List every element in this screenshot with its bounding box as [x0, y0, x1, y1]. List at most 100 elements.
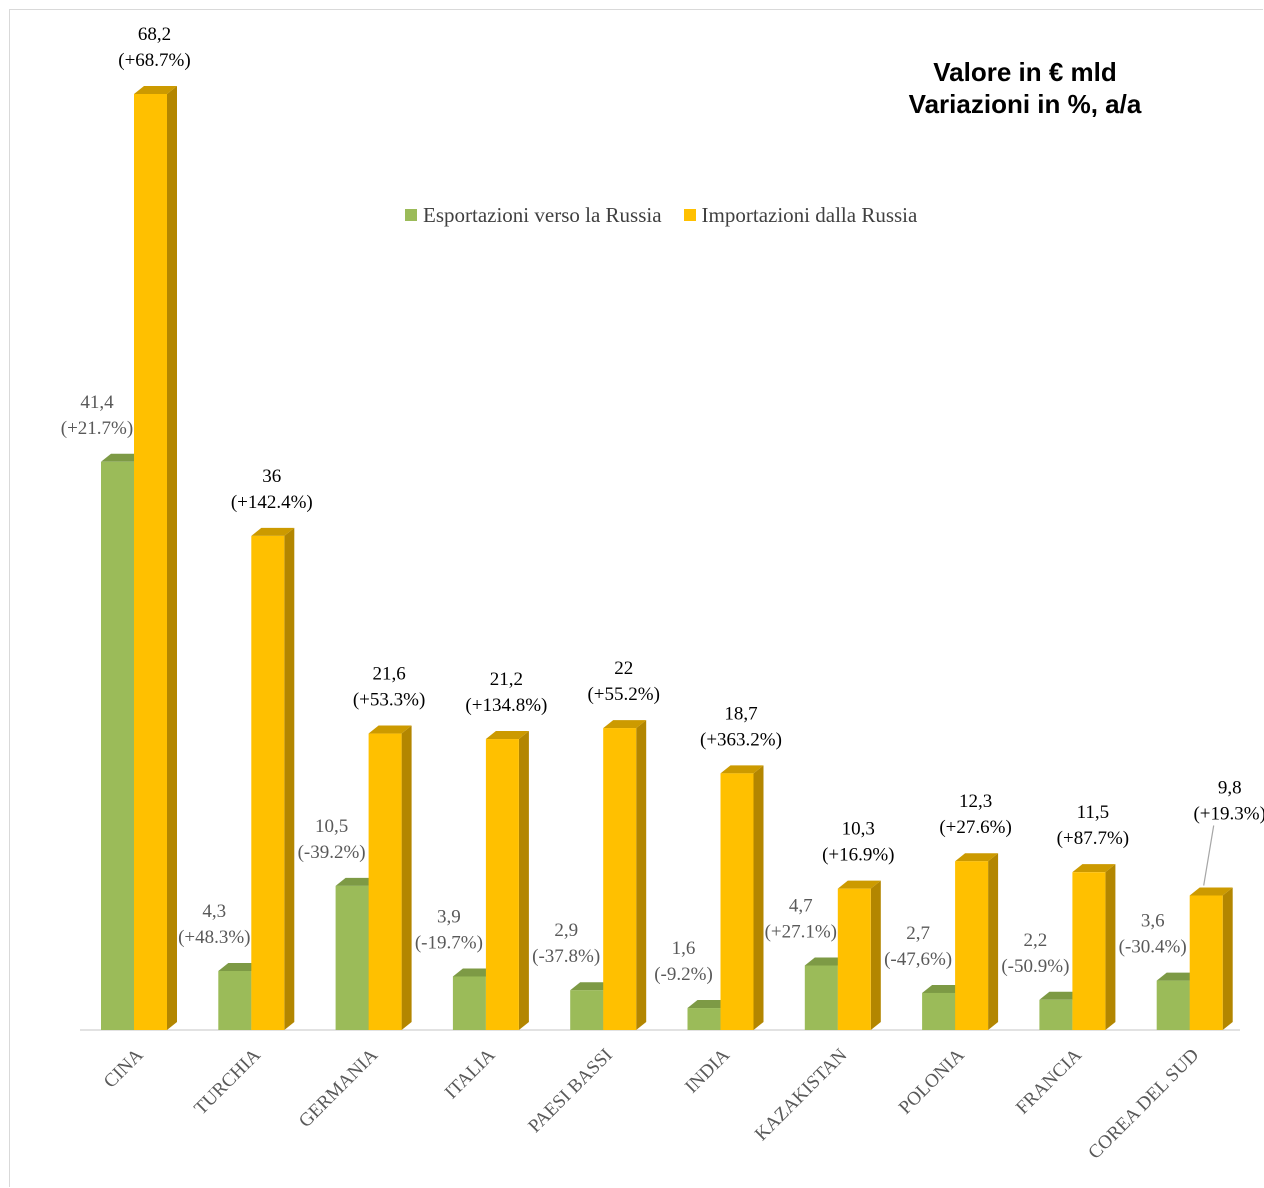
bar-imports-1 — [251, 535, 285, 1030]
leader-line-imports-9 — [1203, 825, 1215, 886]
bar-exports-top-2 — [335, 877, 379, 886]
data-label-imports-change-8: (+87.7%) — [1057, 828, 1129, 849]
bar-imports-side-0 — [167, 86, 177, 1030]
bar-imports-0 — [134, 94, 167, 1030]
data-label-exports-value-0: 41,4 — [80, 392, 114, 413]
data-label-imports-value-0: 68,2 — [138, 24, 171, 45]
bar-imports-9 — [1189, 895, 1223, 1030]
data-label-exports-value-4: 2,9 — [554, 920, 578, 941]
legend-swatch-exports — [405, 209, 417, 221]
category-label-7: POLONIA — [895, 1044, 969, 1118]
bar-imports-top-5 — [720, 765, 764, 774]
data-label-imports-value-4: 22 — [614, 658, 633, 679]
legend-item-exports: Esportazioni verso la Russia — [405, 203, 662, 228]
data-label-imports-change-7: (+27.6%) — [939, 817, 1011, 838]
chart-legend: Esportazioni verso la Russia Importazion… — [405, 200, 939, 230]
bar-imports-top-7 — [955, 853, 999, 862]
data-label-exports-change-9: (-30.4%) — [1119, 937, 1187, 958]
bar-imports-4 — [603, 728, 637, 1030]
bar-imports-side-3 — [518, 731, 529, 1030]
bar-imports-top-3 — [485, 731, 529, 740]
bar-imports-6 — [837, 888, 871, 1030]
bar-exports-2 — [335, 885, 369, 1030]
bar-imports-side-8 — [1105, 864, 1116, 1030]
data-label-exports-value-5: 1,6 — [672, 938, 696, 959]
category-label-8: FRANCIA — [1012, 1044, 1086, 1118]
data-label-exports-value-2: 10,5 — [315, 816, 348, 837]
bar-imports-5 — [720, 773, 754, 1030]
bar-imports-top-9 — [1189, 887, 1233, 896]
data-label-imports-value-7: 12,3 — [959, 791, 992, 812]
bar-exports-5 — [687, 1008, 721, 1030]
data-label-exports-change-0: (+21.7%) — [61, 418, 133, 439]
category-label-1: TURCHIA — [190, 1044, 265, 1119]
bar-imports-top-6 — [837, 880, 881, 889]
data-label-exports-change-5: (-9.2%) — [654, 964, 713, 985]
chart-frame — [9, 9, 1263, 1187]
data-label-imports-change-6: (+16.9%) — [822, 845, 894, 866]
bar-exports-top-1 — [218, 962, 262, 971]
bar-exports-top-9 — [1156, 972, 1200, 981]
data-label-imports-value-5: 18,7 — [724, 703, 757, 724]
data-label-imports-change-0: (+68.7%) — [118, 50, 190, 71]
category-label-5: INDIA — [681, 1044, 734, 1097]
data-label-exports-value-9: 3,6 — [1141, 911, 1165, 932]
data-label-imports-value-1: 36 — [262, 466, 281, 487]
bar-imports-side-4 — [636, 720, 647, 1030]
data-label-exports-value-1: 4,3 — [202, 901, 226, 922]
bar-imports-side-5 — [753, 765, 764, 1030]
bar-exports-4 — [570, 990, 604, 1030]
data-label-imports-value-9: 9,8 — [1218, 778, 1242, 799]
bar-imports-7 — [955, 861, 989, 1030]
data-label-exports-change-3: (-19.7%) — [415, 932, 483, 953]
category-label-9: COREA DEL SUD — [1084, 1045, 1203, 1164]
bar-imports-8 — [1072, 872, 1106, 1030]
bar-imports-side-1 — [284, 527, 295, 1030]
data-label-imports-change-2: (+53.3%) — [353, 690, 425, 711]
data-label-imports-change-9: (+19.3%) — [1193, 804, 1264, 825]
bar-imports-side-2 — [401, 725, 412, 1030]
data-label-exports-change-8: (-50.9%) — [1001, 956, 1069, 977]
bar-exports-top-5 — [687, 1000, 731, 1009]
chart-title-line-2: Variazioni in %, a/a — [908, 89, 1142, 119]
data-label-imports-value-8: 11,5 — [1077, 802, 1110, 823]
bar-exports-6 — [804, 965, 838, 1030]
bar-imports-side-6 — [870, 880, 881, 1030]
bar-exports-top-3 — [452, 968, 496, 977]
data-label-imports-value-2: 21,6 — [372, 664, 405, 685]
chart-title-line-1: Valore in € mld — [933, 57, 1117, 87]
bar-exports-top-6 — [804, 957, 848, 966]
data-label-exports-change-6: (+27.1%) — [765, 921, 837, 942]
data-label-exports-value-8: 2,2 — [1024, 930, 1048, 951]
category-label-2: GERMANIA — [295, 1044, 382, 1131]
bar-imports-top-0 — [134, 86, 177, 94]
bar-exports-top-0 — [101, 453, 144, 462]
bar-exports-0 — [101, 461, 134, 1030]
bar-exports-7 — [922, 992, 956, 1030]
data-label-imports-value-3: 21,2 — [490, 669, 523, 690]
category-label-3: ITALIA — [441, 1044, 500, 1103]
legend-swatch-imports — [683, 209, 696, 221]
data-label-exports-value-3: 3,9 — [437, 906, 461, 927]
bar-exports-9 — [1156, 980, 1190, 1030]
data-label-exports-value-7: 2,7 — [906, 923, 930, 944]
category-label-0: CINA — [100, 1044, 148, 1092]
bar-exports-top-8 — [1039, 991, 1083, 1000]
category-label-4: PAESI BASSI — [524, 1045, 616, 1137]
bar-exports-8 — [1039, 999, 1073, 1030]
bar-imports-3 — [485, 739, 519, 1030]
bar-imports-side-7 — [988, 853, 999, 1030]
bar-exports-top-7 — [922, 984, 966, 993]
data-label-imports-change-5: (+363.2%) — [700, 729, 782, 750]
bar-imports-top-8 — [1072, 864, 1116, 873]
data-label-exports-change-2: (-39.2%) — [298, 842, 366, 863]
bar-exports-3 — [452, 976, 486, 1030]
bar-imports-side-9 — [1222, 887, 1233, 1030]
data-label-exports-change-4: (-37.8%) — [532, 946, 600, 967]
category-label-6: KAZAKISTAN — [751, 1044, 852, 1145]
bar-exports-1 — [218, 970, 252, 1030]
data-label-exports-change-7: (-47,6%) — [884, 949, 952, 970]
data-label-imports-change-4: (+55.2%) — [587, 684, 659, 705]
bar-imports-top-1 — [251, 527, 295, 536]
